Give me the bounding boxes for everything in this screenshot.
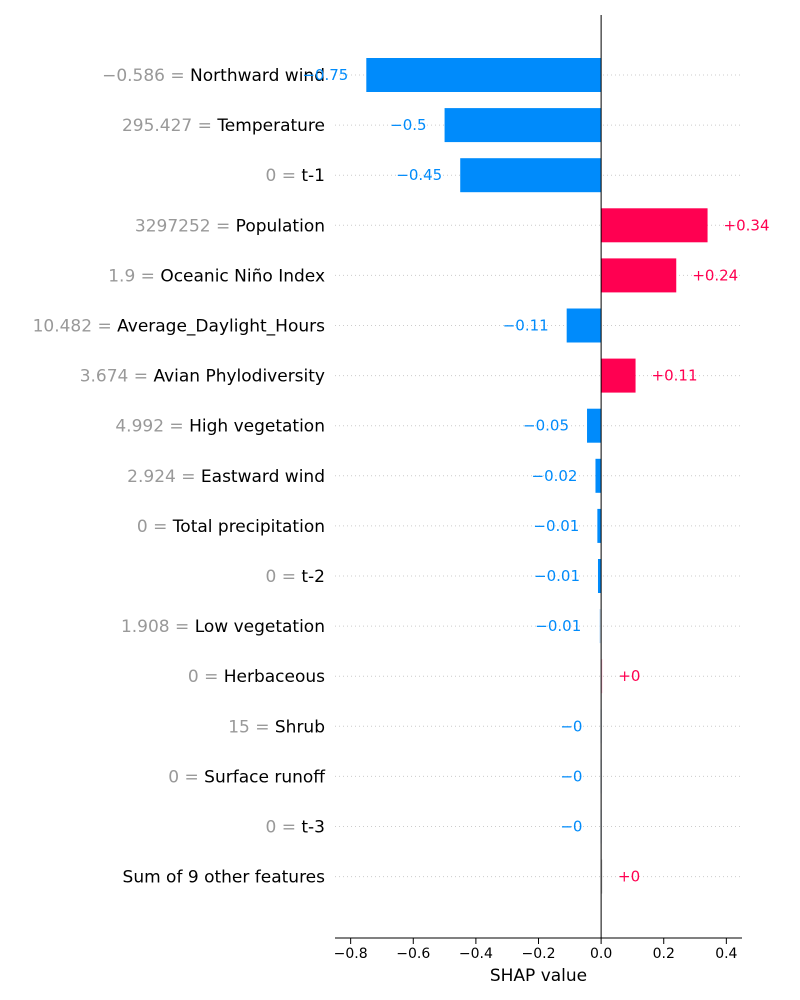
feature-label: 3297252 = Population (135, 216, 325, 236)
shap-bar (597, 559, 602, 593)
value-label: −0 (560, 767, 582, 785)
value-label: +0.24 (692, 266, 738, 284)
x-axis: −0.8 −0.6 −0.4 −0.2 0.0 0.2 0.4 SHAP value (334, 937, 742, 986)
feature-name: Temperature (216, 116, 325, 136)
feature-value: 10.482 = (33, 317, 118, 337)
x-tick-label: 0.4 (715, 946, 737, 962)
feature-name: Sum of 9 other features (123, 868, 326, 888)
shap-bar (366, 58, 602, 92)
feature-name: Northward wind (190, 66, 325, 86)
feature-value: 1.908 = (121, 617, 195, 637)
row-label-layer: −0.586 = Northward wind 295.427 = Tempera… (33, 66, 327, 888)
feature-name: Low vegetation (195, 617, 325, 637)
feature-name: Shrub (275, 717, 325, 737)
value-label: −0.11 (503, 317, 549, 335)
feature-value: 0 = (266, 567, 302, 587)
value-label: −0.01 (534, 567, 580, 585)
value-label-layer: −0.75 −0.5 −0.45 +0.34 +0.24 −0.11 +0.11 −0.05 −… (302, 66, 769, 886)
feature-value: 15 = (228, 717, 275, 737)
feature-label: 0 = t-3 (266, 818, 326, 838)
feature-label: 0 = Total precipitation (137, 517, 325, 537)
feature-value: 3297252 = (135, 216, 236, 236)
feature-name: Surface runoff (204, 767, 326, 787)
feature-value: −0.586 = (102, 66, 190, 86)
shap-bar (587, 408, 602, 443)
feature-value: 0 = (266, 818, 302, 838)
x-axis-label: SHAP value (490, 966, 587, 986)
feature-name: Total precipitation (172, 517, 325, 537)
feature-value: 0 = (188, 667, 224, 687)
feature-name: High vegetation (189, 417, 325, 437)
feature-name: Average_Daylight_Hours (117, 317, 325, 337)
feature-value: 0 = (266, 166, 302, 186)
feature-label: −0.586 = Northward wind (102, 66, 325, 86)
value-label: +0 (618, 667, 640, 685)
shap-bar (601, 659, 603, 694)
feature-label: 4.992 = High vegetation (115, 417, 325, 437)
x-tick-label: −0.4 (459, 946, 493, 962)
feature-name: Herbaceous (224, 667, 325, 687)
x-tick-label: 0.0 (590, 946, 612, 962)
feature-label: 10.482 = Average_Daylight_Hours (33, 317, 326, 337)
value-label: −0 (560, 717, 582, 735)
value-label: +0 (618, 868, 640, 886)
feature-value: 295.427 = (122, 116, 217, 136)
feature-value: 2.924 = (127, 467, 201, 487)
value-label: −0.45 (396, 166, 442, 184)
value-label: +0.11 (652, 367, 698, 385)
feature-name: Population (236, 216, 325, 236)
shap-bar (444, 108, 602, 143)
value-label: +0.34 (724, 216, 770, 234)
x-axis-ticks: −0.8 −0.6 −0.4 −0.2 0.0 0.2 0.4 (334, 938, 738, 962)
shap-bar (601, 258, 677, 293)
feature-value: 0 = (168, 767, 204, 787)
feature-value: 4.992 = (115, 417, 189, 437)
shap-bar (601, 859, 603, 894)
value-label: −0.01 (533, 517, 579, 535)
feature-label: 15 = Shrub (228, 717, 325, 737)
feature-label: 3.674 = Avian Phylodiversity (80, 367, 325, 387)
feature-label: Sum of 9 other features (123, 868, 326, 888)
x-tick-label: −0.2 (522, 946, 556, 962)
feature-name: Eastward wind (201, 467, 325, 487)
value-label: −0 (560, 818, 582, 836)
feature-label: 0 = Surface runoff (168, 767, 326, 787)
value-label: −0.5 (390, 116, 426, 134)
feature-label: 1.9 = Oceanic Niño Index (108, 266, 325, 286)
shap-bar (595, 458, 602, 493)
value-label: −0.05 (523, 417, 569, 435)
shap-bar (601, 208, 708, 243)
x-tick-label: −0.8 (334, 946, 368, 962)
value-label: −0.02 (532, 467, 578, 485)
shap-bar (601, 358, 636, 393)
feature-label: 0 = t-1 (266, 166, 326, 186)
feature-name: Avian Phylodiversity (153, 367, 325, 387)
shap-bar (566, 308, 602, 343)
feature-label: 295.427 = Temperature (122, 116, 325, 136)
shap-bar (597, 508, 602, 543)
feature-name: t-2 (301, 567, 325, 587)
feature-value: 0 = (137, 517, 173, 537)
feature-label: 0 = t-2 (266, 567, 326, 587)
shap-bar (599, 609, 602, 644)
value-label: −0.75 (302, 66, 348, 84)
x-tick-label: −0.6 (396, 946, 430, 962)
shap-bar (460, 158, 602, 193)
feature-value: 3.674 = (80, 367, 154, 387)
feature-value: 1.9 = (108, 266, 160, 286)
feature-label: 2.924 = Eastward wind (127, 467, 325, 487)
x-tick-label: 0.2 (653, 946, 675, 962)
feature-name: t-1 (301, 166, 325, 186)
feature-name: t-3 (301, 818, 325, 838)
bar-layer (366, 58, 708, 894)
feature-label: 0 = Herbaceous (188, 667, 325, 687)
value-label: −0.01 (535, 617, 581, 635)
feature-name: Oceanic Niño Index (160, 266, 325, 286)
feature-label: 1.908 = Low vegetation (121, 617, 325, 637)
